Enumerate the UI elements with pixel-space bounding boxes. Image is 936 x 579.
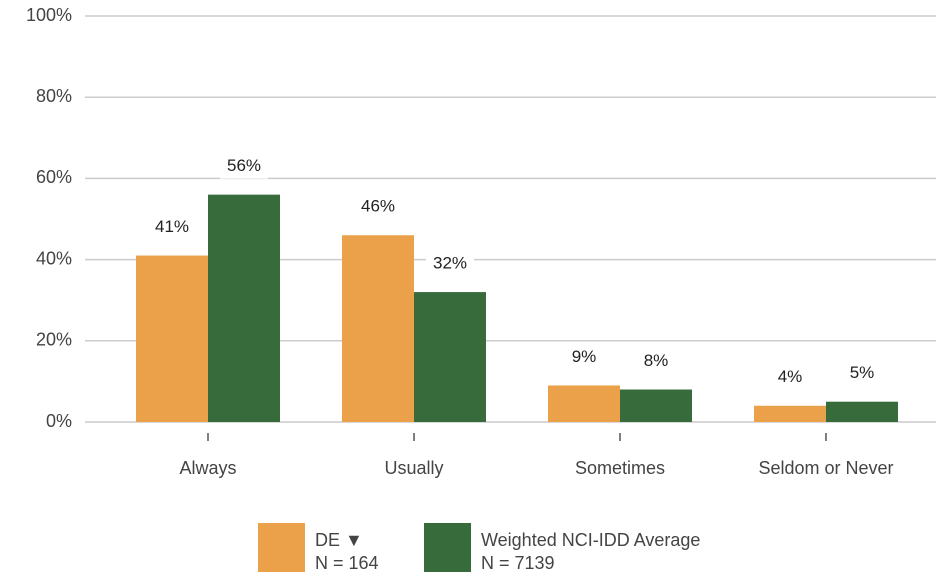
x-tick-label: Always [179,458,236,478]
bar [754,405,826,422]
value-label: 9% [572,347,597,366]
x-tick-label: Sometimes [575,458,665,478]
legend-label: DE ▼ [315,530,363,550]
legend-n: N = 7139 [481,553,555,573]
value-label: 5% [850,363,875,382]
value-label: 41% [155,217,189,236]
value-label-bg [426,252,474,277]
x-tick-label: Usually [384,458,443,478]
y-tick-label: 100% [26,5,72,25]
value-label: 46% [361,197,395,216]
y-tick-label: 60% [36,167,72,187]
y-tick-label: 0% [46,411,72,431]
y-tick-label: 40% [36,248,72,268]
bar [342,235,414,422]
bar [826,401,898,422]
value-label-bg [766,365,814,390]
value-label: 4% [778,367,803,386]
legend-label: Weighted NCI-IDD Average [481,530,700,550]
legend-swatch [258,523,305,572]
bar [208,194,280,422]
bar [548,385,620,422]
legend-n: N = 164 [315,553,379,573]
y-tick-label: 20% [36,330,72,350]
value-label-bg [220,154,268,179]
bar [620,389,692,422]
value-label-bg [838,361,886,386]
bar [136,255,208,422]
value-label-bg [632,349,680,374]
bar [414,292,486,422]
y-tick-label: 80% [36,86,72,106]
value-label: 56% [227,156,261,175]
legend-swatch [424,523,471,572]
value-label-bg [560,345,608,370]
value-label: 32% [433,254,467,273]
value-label-bg [148,215,196,240]
value-label: 8% [644,351,669,370]
x-tick-label: Seldom or Never [758,458,893,478]
value-label-bg [354,195,402,220]
